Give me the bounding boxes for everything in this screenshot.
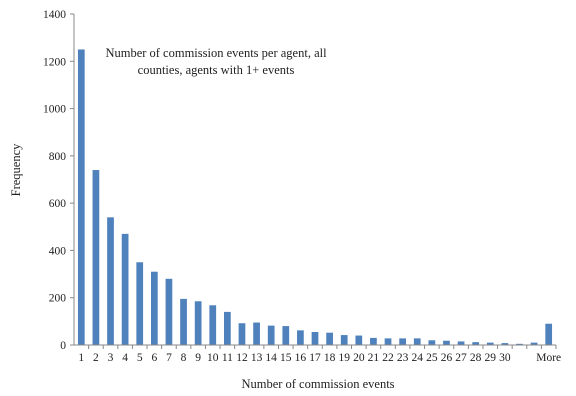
chart-annotation: Number of commission events per agent, a…	[105, 46, 327, 77]
bar	[253, 322, 260, 345]
annotation-line-1: Number of commission events per agent, a…	[105, 46, 327, 60]
bar	[297, 330, 304, 345]
x-tick-label: 14	[265, 352, 277, 364]
y-axis: 0 200 400 600 800 1000 1200 1400	[43, 9, 75, 352]
x-axis: 1 2 3 4 5 6 7 8 9 10 11 12 13 14 15 16 17 18 19 20 21 22 23 24 2…	[74, 344, 561, 364]
x-tick-label: More	[536, 352, 561, 364]
bar	[194, 301, 202, 345]
bar	[384, 338, 392, 345]
x-tick-label: 8	[181, 352, 187, 364]
x-tick-label: 12	[236, 352, 248, 364]
x-tick-label: 15	[280, 352, 292, 364]
bar	[180, 298, 187, 345]
y-tick-label: 1200	[43, 56, 66, 68]
y-tick-label: 1400	[43, 9, 66, 21]
bar	[282, 326, 290, 345]
x-tick-label: 25	[426, 352, 438, 364]
x-tick-label: 27	[455, 352, 467, 364]
y-tick-label: 800	[49, 151, 67, 163]
bar	[457, 341, 465, 345]
x-tick-label: 21	[368, 352, 380, 364]
bar	[486, 342, 494, 345]
bar	[267, 325, 275, 345]
bar	[92, 170, 100, 345]
bar	[399, 338, 406, 345]
bar	[238, 323, 246, 345]
x-tick-label: 11	[222, 352, 233, 364]
bar	[472, 342, 480, 345]
y-tick-label: 0	[60, 340, 66, 352]
x-tick-label: 7	[166, 352, 172, 364]
x-tick-label: 13	[251, 352, 263, 364]
x-tick-label: 1	[78, 352, 84, 364]
x-tick-label: 19	[338, 352, 350, 364]
bar	[413, 338, 421, 345]
x-tick-label: 22	[382, 352, 394, 364]
bar	[428, 340, 436, 345]
bar	[224, 311, 231, 345]
y-tick-label: 600	[49, 198, 67, 210]
bar	[501, 343, 509, 345]
bar	[77, 49, 85, 345]
bar	[370, 337, 377, 345]
x-tick-label: 9	[195, 352, 201, 364]
bar	[209, 305, 217, 345]
annotation-line-2: counties, agents with 1+ events	[138, 63, 295, 77]
y-tick-label: 400	[49, 245, 67, 257]
x-tick-label: 18	[324, 352, 336, 364]
x-tick-label: 3	[108, 352, 114, 364]
bar	[355, 335, 363, 345]
x-tick-label: 23	[397, 352, 409, 364]
x-tick-label: 20	[353, 352, 365, 364]
x-tick-label: 17	[309, 352, 321, 364]
x-tick-label: 6	[151, 352, 157, 364]
x-axis-title: Number of commission events	[241, 377, 394, 391]
x-tick-label: 29	[485, 352, 497, 364]
bar	[121, 233, 129, 345]
bar	[545, 323, 553, 345]
bar	[311, 331, 319, 345]
bar	[136, 262, 144, 345]
x-tick-label: 24	[411, 352, 423, 364]
bars	[77, 49, 553, 345]
x-tick-label: 5	[137, 352, 143, 364]
y-axis-title: Frequency	[9, 143, 23, 197]
bar	[443, 340, 450, 345]
bar	[150, 271, 158, 345]
bar	[165, 278, 173, 345]
x-tick-label: 26	[441, 352, 453, 364]
y-tick-label: 1000	[43, 104, 66, 116]
x-tick-label: 2	[93, 352, 99, 364]
bar	[340, 335, 348, 345]
y-tick-label: 200	[49, 293, 67, 305]
x-tick-label: 4	[122, 352, 128, 364]
bar	[326, 332, 333, 345]
bar	[516, 343, 523, 345]
bar	[107, 217, 114, 345]
bar	[530, 342, 538, 345]
x-tick-label: 16	[295, 352, 307, 364]
x-tick-label: 10	[207, 352, 219, 364]
x-tick-label: 28	[470, 352, 482, 364]
x-tick-label: 30	[499, 352, 511, 364]
